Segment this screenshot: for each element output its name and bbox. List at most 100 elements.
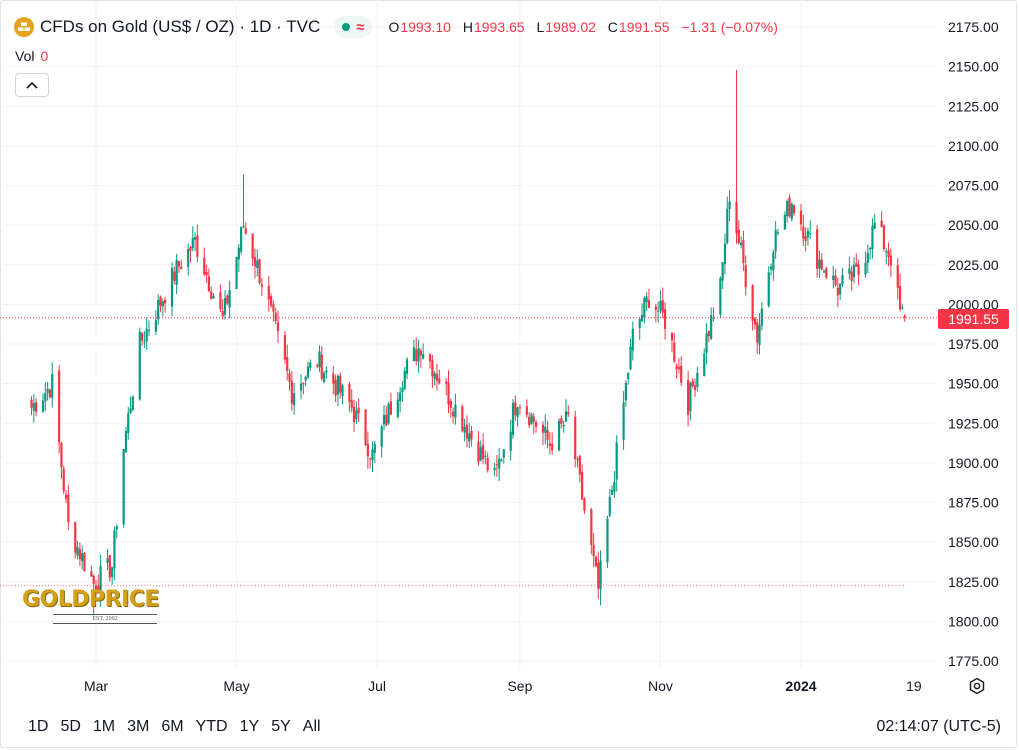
candle: [792, 204, 796, 216]
delayed-data-wave-icon: ≈: [356, 18, 365, 36]
candle: [355, 401, 358, 424]
candle: [514, 395, 517, 422]
candle: [147, 320, 151, 336]
candle: [903, 314, 906, 322]
open-value: 1993.10: [400, 19, 451, 35]
volume-value: 0: [40, 48, 49, 64]
candle: [431, 354, 434, 389]
candle: [76, 540, 79, 560]
candle: [562, 420, 565, 433]
y-tick-label: 1875.00: [948, 495, 999, 511]
y-tick-label: 1775.00: [948, 653, 999, 669]
range-all-button[interactable]: All: [302, 718, 321, 735]
candle: [753, 316, 757, 330]
collapse-legend-button[interactable]: [15, 73, 49, 97]
candle: [256, 249, 259, 277]
candle: [583, 497, 586, 515]
axis-settings-button[interactable]: [966, 675, 988, 697]
candle: [267, 275, 270, 312]
price-chart[interactable]: 2175.00 2150.00 2125.00 2100.00 2075.00 2050.…: [0, 0, 1019, 702]
candle: [608, 489, 611, 518]
ohlc-values: O1993.10 H1993.65 L1989.02 C1991.55 −1.3…: [388, 19, 785, 35]
range-1m-button[interactable]: 1M: [92, 718, 116, 735]
y-tick-label: 1975.00: [948, 336, 999, 352]
candle: [62, 465, 65, 495]
market-status[interactable]: ≈: [334, 16, 373, 38]
candle: [783, 211, 786, 230]
range-3m-button[interactable]: 3M: [127, 718, 150, 735]
candle: [302, 382, 305, 395]
candle: [260, 277, 263, 297]
range-5d-button[interactable]: 5D: [60, 718, 81, 735]
candle: [140, 331, 144, 346]
candle: [901, 304, 904, 310]
candle: [820, 253, 823, 271]
candle: [226, 294, 229, 306]
candle: [30, 396, 33, 416]
candle: [332, 366, 335, 395]
watermark-est: EST. 2002: [53, 614, 157, 624]
price-axis: 2175.00 2150.00 2125.00 2100.00 2075.00 2050.…: [948, 19, 999, 669]
candle: [64, 490, 68, 504]
candle: [576, 456, 579, 468]
candle: [477, 431, 480, 466]
candle: [122, 448, 125, 528]
candle: [659, 290, 662, 314]
candle: [850, 265, 853, 291]
candle: [286, 344, 289, 381]
candle: [871, 218, 874, 259]
candle: [484, 450, 487, 465]
high-key: H: [462, 19, 473, 35]
candle: [422, 343, 425, 360]
candle: [744, 255, 747, 296]
candle: [599, 550, 602, 606]
candle: [857, 259, 860, 286]
range-1d-button[interactable]: 1D: [28, 718, 49, 735]
candle: [334, 374, 337, 402]
candle: [788, 193, 791, 218]
x-tick-label: Mar: [84, 678, 108, 694]
exchange-clock[interactable]: 02:14:07 (UTC-5): [876, 718, 1002, 735]
candle: [435, 363, 439, 391]
candle: [272, 300, 275, 322]
candle: [887, 242, 890, 267]
candle: [670, 332, 674, 353]
y-tick-label: 1800.00: [948, 613, 999, 629]
candle: [419, 348, 422, 368]
candle: [428, 353, 432, 369]
candle: [366, 431, 369, 469]
candle: [306, 361, 310, 380]
candle: [78, 542, 81, 567]
range-6m-button[interactable]: 6M: [161, 718, 184, 735]
candle: [825, 266, 828, 280]
candle: [728, 190, 731, 222]
candle: [841, 267, 844, 287]
range-1y-button[interactable]: 1Y: [239, 718, 260, 735]
candle: [461, 404, 464, 433]
candle: [129, 396, 132, 415]
candle: [401, 381, 404, 402]
candle: [189, 245, 192, 263]
range-5y-button[interactable]: 5Y: [271, 718, 291, 735]
candle: [509, 419, 512, 461]
candle: [240, 226, 243, 255]
candle: [369, 457, 372, 469]
candle: [631, 321, 634, 361]
x-tick-label: Nov: [648, 678, 673, 694]
candle: [869, 246, 872, 260]
candle: [258, 258, 261, 285]
gold-bars-icon[interactable]: [14, 17, 34, 37]
candle: [83, 551, 86, 572]
y-tick-label: 1900.00: [948, 455, 999, 471]
candle: [339, 372, 342, 399]
candle: [90, 565, 93, 577]
candle: [751, 283, 754, 331]
candle: [193, 232, 197, 252]
close-value: 1991.55: [618, 19, 670, 35]
candle: [502, 449, 505, 464]
range-ytd-button[interactable]: YTD: [195, 718, 228, 735]
symbol-title[interactable]: CFDs on Gold (US$ / OZ) · 1D · TVC: [40, 17, 321, 36]
candle: [645, 292, 648, 311]
candle: [159, 295, 162, 313]
